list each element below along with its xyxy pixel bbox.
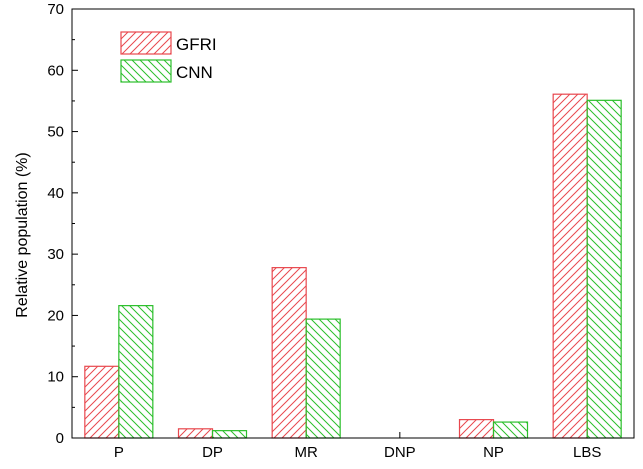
legend: GFRI CNN — [120, 31, 217, 83]
bar-gfri-lbs — [552, 93, 588, 439]
y-tick-label: 70 — [47, 1, 64, 18]
legend-swatch-cnn — [120, 59, 172, 83]
y-axis-label: Relative population (%) — [14, 152, 31, 317]
legend-label-gfri: GFRI — [176, 35, 217, 54]
plot-frame — [71, 8, 635, 439]
bar-cnn-p — [118, 305, 154, 439]
bar-gfri-p — [84, 365, 120, 439]
bar-cnn-mr — [305, 318, 341, 439]
y-tick-label: 50 — [47, 124, 64, 141]
y-tick-label: 40 — [47, 185, 64, 202]
x-tick-label: DNP — [384, 444, 416, 461]
y-axis: 0 10 20 30 40 50 60 70 — [47, 1, 78, 447]
x-tick-label: LBS — [573, 444, 601, 461]
y-tick-label: 60 — [47, 62, 64, 79]
y-tick-label: 30 — [47, 246, 64, 263]
x-tick-label: P — [114, 444, 124, 461]
y-tick-label: 20 — [47, 307, 64, 324]
legend-swatch-gfri — [120, 31, 172, 55]
legend-label-cnn: CNN — [176, 63, 213, 82]
bar-cnn-np — [492, 421, 529, 439]
x-tick-label: NP — [483, 444, 504, 461]
x-tick-label: MR — [295, 444, 318, 461]
bar-cnn-lbs — [586, 99, 622, 439]
x-axis: P DP MR DNP NP LBS — [114, 432, 601, 461]
x-tick-label: DP — [202, 444, 223, 461]
y-tick-label: 10 — [47, 369, 64, 386]
bars-group — [84, 93, 622, 439]
y-tick-label: 0 — [56, 430, 64, 447]
bar-cnn-dp — [211, 430, 248, 439]
bar-gfri-np — [458, 419, 495, 439]
bar-gfri-mr — [271, 267, 307, 439]
bar-gfri-dp — [177, 428, 214, 439]
